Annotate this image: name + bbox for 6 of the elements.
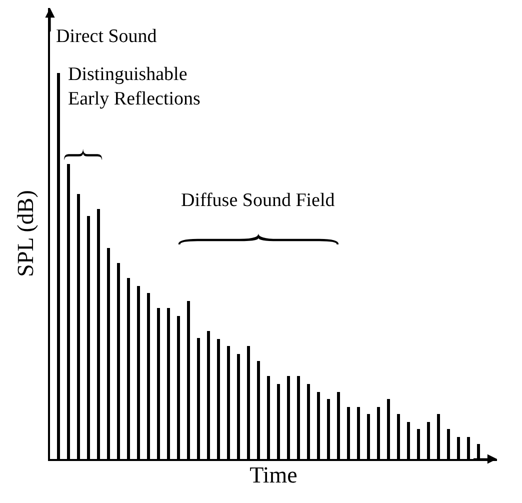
annotation: Diffuse Sound Field	[181, 190, 336, 211]
bar	[477, 444, 480, 459]
annotation: Distinguishable Early Reflections	[68, 64, 200, 110]
text: Direct Sound	[56, 26, 158, 47]
x-axis-title: Time	[250, 462, 298, 488]
y-axis-title: SPL (dB)	[12, 190, 38, 277]
